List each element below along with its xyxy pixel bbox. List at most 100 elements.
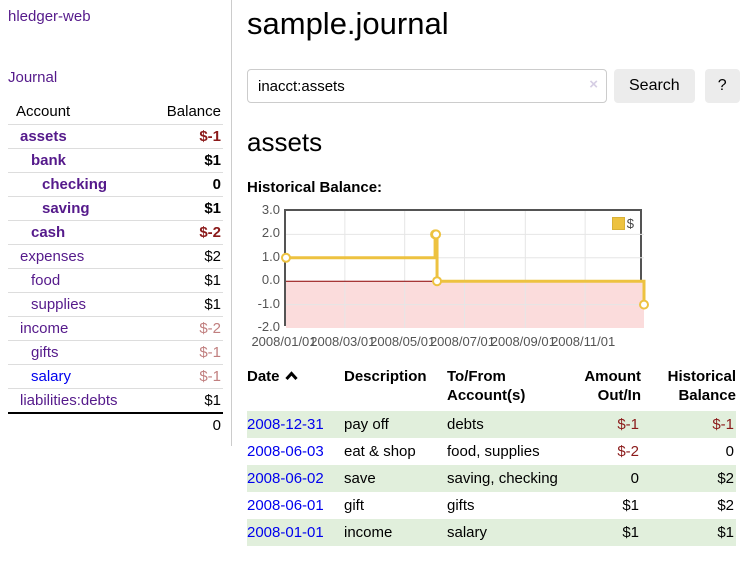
- register-row: 2008-01-01 income salary $1 $1: [247, 519, 736, 546]
- register-row: 2008-06-02 save saving, checking 0 $2: [247, 465, 736, 492]
- transaction-amount: $-1: [617, 416, 639, 433]
- account-row: salary $-1: [8, 364, 223, 389]
- y-axis-tick-label: 1.0: [261, 248, 280, 264]
- account-row: gifts $-1: [8, 340, 223, 365]
- account-row: liabilities:debts $1: [8, 388, 223, 413]
- account-row: assets $-1: [8, 124, 223, 149]
- transaction-date-link[interactable]: 2008-12-31: [247, 416, 324, 433]
- account-balance: 0: [143, 172, 223, 197]
- account-row: expenses $2: [8, 244, 223, 269]
- accounts-table-header: Account Balance: [8, 100, 223, 125]
- transaction-date-link[interactable]: 2008-06-02: [247, 470, 324, 487]
- register-table: Date Description To/From Account(s) Amou…: [247, 365, 736, 546]
- register-header-accounts: To/From Account(s): [447, 368, 526, 404]
- account-balance: $1: [143, 196, 223, 221]
- y-axis-tick-label: -2.0: [257, 319, 280, 334]
- account-row: supplies $1: [8, 292, 223, 317]
- account-link-food[interactable]: food: [31, 272, 61, 289]
- account-balance: $-2: [143, 316, 223, 341]
- accounts-header-account: Account: [16, 103, 71, 120]
- transaction-balance: $1: [717, 524, 734, 541]
- transaction-accounts: gifts: [447, 497, 475, 514]
- x-axis-tick-label: 2008/09/01: [490, 334, 556, 349]
- transaction-balance: $2: [717, 470, 734, 487]
- page-title: sample.journal: [247, 6, 449, 41]
- sidebar-item-journal[interactable]: Journal: [8, 69, 58, 86]
- account-row: cash $-2: [8, 220, 223, 245]
- account-balance: $1: [143, 148, 223, 173]
- register-header-description: Description: [344, 368, 427, 385]
- clear-search-icon[interactable]: ×: [589, 76, 598, 93]
- transaction-date-link[interactable]: 2008-06-01: [247, 497, 324, 514]
- y-axis-tick-label: 0.0: [261, 272, 280, 288]
- x-axis-tick-label: 2008/01/01: [251, 334, 317, 349]
- y-axis-tick-label: -1.0: [257, 295, 280, 311]
- transaction-accounts: saving, checking: [447, 470, 558, 487]
- legend-swatch-icon: [611, 217, 625, 230]
- transaction-description: gift: [344, 497, 365, 514]
- accounts-header-balance: Balance: [166, 103, 221, 120]
- transaction-description: eat & shop: [344, 443, 416, 460]
- account-link-income[interactable]: income: [20, 320, 69, 337]
- register-row: 2008-06-03 eat & shop food, supplies $-2…: [247, 438, 736, 465]
- help-button[interactable]: ?: [704, 69, 740, 103]
- legend-label: $: [626, 216, 634, 231]
- register-header-balance: Historical Balance: [667, 368, 736, 404]
- transaction-balance: $-1: [712, 416, 734, 433]
- transaction-description: pay off: [344, 416, 389, 433]
- transaction-amount: $1: [622, 497, 639, 514]
- register-row: 2008-06-01 gift gifts $1 $2: [247, 492, 736, 519]
- chart-title: Historical Balance:: [247, 179, 383, 196]
- register-header-date[interactable]: Date: [247, 365, 344, 411]
- account-balance: $-1: [143, 124, 223, 149]
- register-header-amount: Amount Out/In: [584, 368, 641, 404]
- transaction-accounts: food, supplies: [447, 443, 540, 460]
- transaction-balance: $2: [717, 497, 734, 514]
- transaction-amount: $-2: [617, 443, 639, 460]
- y-axis-tick-label: 2.0: [261, 225, 280, 241]
- search-form: × Search ?: [247, 69, 740, 103]
- sort-asc-icon: [284, 367, 298, 386]
- account-link-liabilities-debts[interactable]: liabilities:debts: [20, 392, 118, 409]
- register-header-row: Date Description To/From Account(s) Amou…: [247, 365, 736, 411]
- account-link-saving[interactable]: saving: [42, 200, 90, 217]
- y-axis-tick-label: 3.0: [261, 202, 280, 217]
- account-link-salary[interactable]: salary: [31, 368, 72, 385]
- chart-legend: $: [611, 216, 634, 231]
- search-input[interactable]: [247, 69, 607, 103]
- account-balance: $1: [143, 268, 223, 293]
- account-link-gifts[interactable]: gifts: [31, 344, 59, 361]
- account-row: food $1: [8, 268, 223, 293]
- account-balance: $-1: [143, 364, 223, 389]
- search-button[interactable]: Search: [614, 69, 695, 103]
- account-link-assets[interactable]: assets: [20, 128, 67, 145]
- account-balance: $2: [143, 244, 223, 269]
- transaction-balance: 0: [725, 443, 734, 460]
- app-brand-link[interactable]: hledger-web: [8, 8, 91, 25]
- account-row: saving $1: [8, 196, 223, 221]
- transaction-accounts: salary: [447, 524, 488, 541]
- historical-balance-chart: $ 3.0 2.0 1.0 0.0 -1.0 -2.0 2008/01/01 2008/03/…: [247, 202, 727, 355]
- transaction-accounts: debts: [447, 416, 484, 433]
- account-link-bank[interactable]: bank: [31, 152, 67, 169]
- account-balance: $-2: [143, 220, 223, 245]
- x-axis-tick-label: 2008/07/01: [429, 334, 496, 349]
- account-link-supplies[interactable]: supplies: [31, 296, 87, 313]
- accounts-table: Account Balance assets $-1 bank $1 check…: [8, 100, 223, 437]
- account-link-checking[interactable]: checking: [42, 176, 108, 193]
- register-row: 2008-12-31 pay off debts $-1 $-1: [247, 411, 736, 438]
- transaction-date-link[interactable]: 2008-06-03: [247, 443, 324, 460]
- account-row: income $-2: [8, 316, 223, 341]
- account-link-cash[interactable]: cash: [31, 224, 66, 241]
- chart-plot: $: [281, 209, 649, 328]
- account-balance: $1: [143, 388, 223, 413]
- accounts-total-value: 0: [143, 412, 223, 437]
- transaction-amount: 0: [630, 470, 639, 487]
- transaction-description: save: [344, 470, 376, 487]
- transaction-amount: $1: [622, 524, 639, 541]
- account-row: bank $1: [8, 148, 223, 173]
- account-link-expenses[interactable]: expenses: [20, 248, 85, 265]
- transaction-date-link[interactable]: 2008-01-01: [247, 524, 324, 541]
- main-content: sample.journal × Search ? assets Histori…: [232, 0, 742, 582]
- account-balance: $-1: [143, 340, 223, 365]
